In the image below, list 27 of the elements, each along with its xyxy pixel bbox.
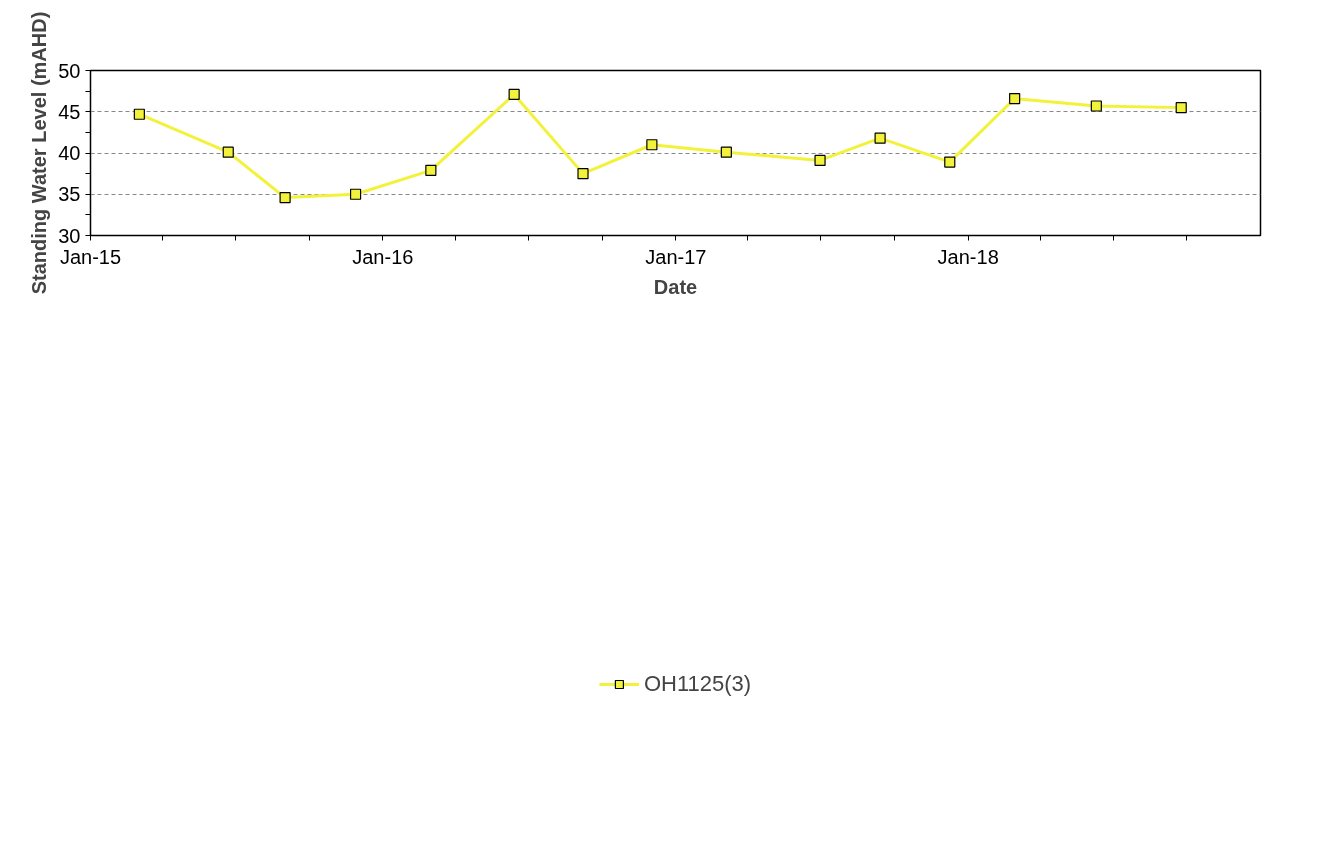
y-axis-title: Standing Water Level (mAHD) <box>28 11 51 295</box>
point <box>577 168 589 180</box>
x-tick-label: Jan-15 <box>59 245 122 268</box>
point <box>279 191 291 204</box>
x-tick-label: Jan-18 <box>937 245 999 268</box>
point <box>1175 102 1187 114</box>
point <box>1090 100 1102 112</box>
point <box>874 132 886 144</box>
point <box>508 88 520 101</box>
legend-label: OH1125(3) <box>643 670 752 697</box>
x-tick-label: Jan-16 <box>352 245 414 268</box>
y-tick-label: 50 <box>58 59 81 82</box>
point <box>425 164 437 176</box>
point <box>133 108 145 120</box>
y-tick-label: 35 <box>58 183 81 206</box>
point <box>1009 92 1021 105</box>
x-tick-label: Jan-17 <box>645 245 707 268</box>
point <box>944 156 956 168</box>
y-tick-label: 45 <box>58 100 81 123</box>
point <box>646 139 658 151</box>
x-axis-title: Date <box>653 275 698 298</box>
point <box>222 146 234 158</box>
y-tick-label: 30 <box>58 224 81 247</box>
point <box>720 146 732 158</box>
point <box>349 188 362 200</box>
y-tick-label: 40 <box>58 142 81 164</box>
point <box>814 154 826 167</box>
